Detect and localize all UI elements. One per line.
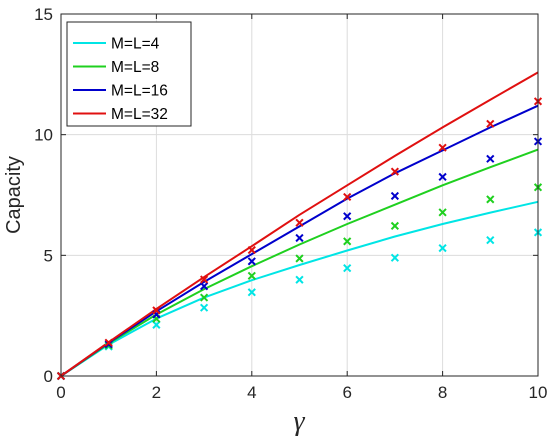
data-point [486, 119, 495, 128]
data-point [247, 271, 256, 280]
legend: M=L=4 M=L=8 M=L=16 M=L=32 [66, 21, 192, 127]
data-point [438, 208, 447, 217]
data-point [199, 293, 209, 302]
data-point [247, 245, 256, 255]
data-point [152, 306, 161, 315]
legend-entry: M=L=32 [111, 106, 168, 123]
data-point [390, 191, 400, 201]
x-tick-label: 10 [529, 383, 548, 402]
data-point [295, 254, 304, 263]
data-point [199, 275, 209, 284]
data-point [295, 218, 304, 227]
x-tick-label: 6 [342, 383, 351, 402]
data-point [438, 243, 447, 253]
data-point [295, 233, 304, 243]
data-point [390, 253, 400, 262]
data-point [438, 172, 447, 182]
series-line-4 [60, 71, 539, 377]
series-line-2 [60, 148, 539, 377]
x-tick-label: 4 [247, 383, 256, 402]
data-point [104, 340, 113, 349]
data-point [486, 236, 495, 245]
y-tick-label: 15 [34, 5, 53, 24]
plot-frame [60, 13, 539, 377]
data-point [104, 338, 113, 347]
y-tick-labels: 0 5 10 15 [34, 5, 53, 386]
data-point [247, 288, 256, 297]
x-axis-label: γ [293, 406, 305, 437]
data-point [295, 275, 304, 284]
data-point [199, 282, 209, 291]
data-point [390, 221, 400, 230]
data-point [343, 264, 352, 273]
legend-entry: M=L=4 [111, 36, 160, 53]
series-line-3 [60, 104, 539, 377]
data-point [152, 320, 161, 329]
x-tick-label: 2 [152, 383, 161, 402]
y-tick-label: 5 [44, 246, 53, 265]
data-point [247, 257, 256, 266]
data-point [343, 212, 352, 221]
legend-box [66, 21, 192, 127]
series-lines [60, 71, 539, 377]
data-point [343, 192, 352, 202]
y-tick-label: 0 [44, 367, 53, 386]
data-point [199, 303, 209, 312]
x-tick-label: 0 [56, 383, 65, 402]
data-point [343, 237, 352, 246]
y-tick-label: 10 [34, 126, 53, 145]
series-line-1 [60, 200, 539, 377]
legend-entry: M=L=8 [111, 59, 159, 76]
data-point [438, 143, 447, 152]
data-point [390, 167, 400, 176]
data-point [486, 154, 495, 163]
y-axis-label: Capacity [3, 156, 25, 234]
x-tick-label: 8 [438, 383, 447, 402]
legend-entry: M=L=16 [111, 83, 168, 100]
data-point [486, 195, 495, 204]
x-tick-labels: 0 2 4 6 8 10 [56, 383, 547, 402]
